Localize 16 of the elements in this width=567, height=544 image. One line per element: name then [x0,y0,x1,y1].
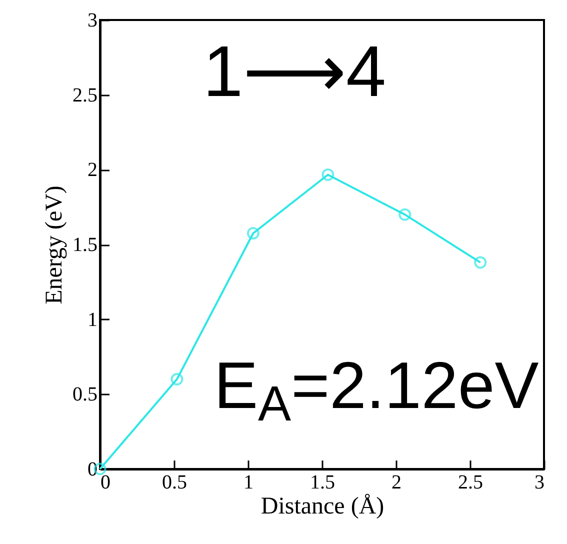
x-tick-label: 0.5 [162,472,187,494]
x-tick-label: 2.5 [458,472,483,494]
annotation: E$_{A}$=2.12eV [214,348,539,432]
y-tick-label: 3 [88,10,98,32]
y-tick-label: 2.5 [72,84,98,106]
x-axis-title: Distance (Å) [260,494,384,520]
y-tick-label: 1 [88,308,98,331]
y-tick-label: 0.5 [72,384,98,406]
x-tick-label: 3 [534,472,544,494]
x-tick-label: 2 [392,472,402,494]
annotation: 1⟶4 [203,32,386,112]
x-tick-label: 1.5 [310,472,335,494]
y-tick-label: 1.5 [72,234,98,256]
y-axis-title: Energy (eV) [42,186,68,304]
y-tick-label: 2 [88,159,98,182]
x-tick-label: 1 [244,472,254,494]
